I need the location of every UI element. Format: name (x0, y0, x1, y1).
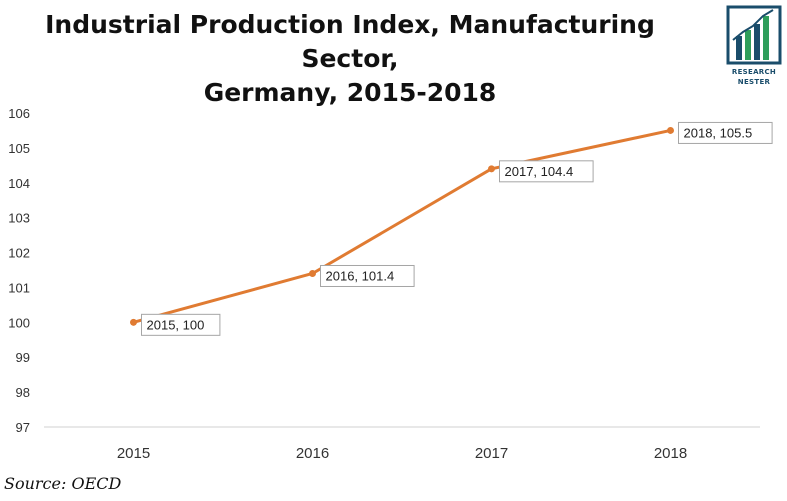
x-tick-label: 2017 (475, 445, 508, 462)
chart-title-line1: Industrial Production Index, Manufacturi… (45, 10, 655, 73)
logo-text-line1: RESEARCH (731, 68, 777, 76)
data-point (488, 165, 495, 173)
y-tick-label: 101 (8, 280, 30, 295)
chart-title: Industrial Production Index, Manufacturi… (0, 8, 700, 110)
y-tick-label: 100 (8, 315, 30, 330)
source-note: Source: OECD (4, 474, 122, 493)
x-tick-label: 2016 (296, 445, 329, 462)
data-label: 2017, 104.4 (505, 164, 574, 179)
logo-text-line2: NESTER (737, 78, 771, 86)
data-label-box (499, 160, 594, 183)
data-point (130, 318, 137, 326)
data-label: 2016, 101.4 (326, 268, 395, 283)
data-label-box (320, 264, 415, 287)
data-label: 2015, 100 (147, 317, 205, 332)
y-tick-label: 97 (16, 420, 30, 435)
y-tick-label: 98 (16, 385, 30, 400)
y-tick-label: 99 (16, 350, 30, 365)
data-point (309, 269, 316, 277)
data-label-box (141, 313, 221, 336)
y-tick-label: 103 (8, 211, 30, 226)
logo-chart-icon (726, 5, 782, 65)
x-tick-label: 2018 (654, 445, 687, 462)
data-point (667, 126, 674, 134)
research-nester-logo: RESEARCH NESTER (725, 4, 783, 96)
data-label-box (678, 121, 773, 144)
y-tick-label: 105 (8, 141, 30, 156)
x-tick-label: 2015 (117, 445, 150, 462)
y-tick-label: 106 (8, 106, 30, 121)
chart-title-line2: Germany, 2015-2018 (203, 78, 497, 107)
y-tick-label: 104 (8, 176, 30, 191)
data-label: 2018, 105.5 (684, 125, 753, 140)
y-tick-label: 102 (8, 246, 30, 261)
series-line (132, 128, 672, 324)
